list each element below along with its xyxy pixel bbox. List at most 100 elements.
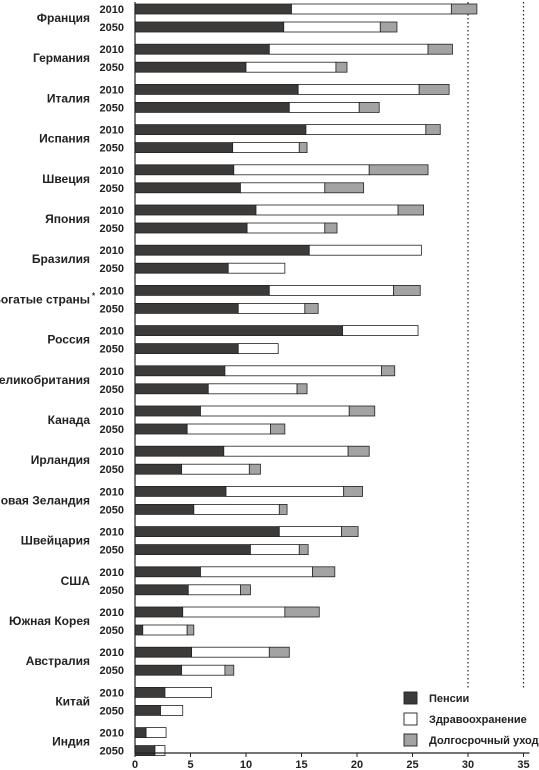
legend-swatch bbox=[403, 733, 418, 747]
bar-segment bbox=[233, 164, 370, 176]
year-label: 2010 bbox=[100, 44, 124, 56]
bar-segment bbox=[232, 142, 300, 154]
year-label: 2010 bbox=[100, 607, 124, 619]
grid-lines bbox=[467, 2, 525, 690]
legend-swatch bbox=[403, 691, 418, 705]
bar-segment bbox=[142, 624, 188, 636]
bar-segment bbox=[134, 84, 299, 95]
bar-segment bbox=[134, 606, 184, 618]
year-label: 2010 bbox=[100, 647, 124, 659]
bar-segment bbox=[207, 383, 298, 395]
bar-segment bbox=[237, 302, 306, 314]
bar-segment bbox=[335, 61, 348, 73]
bar-segment bbox=[134, 343, 239, 355]
bar-segment bbox=[250, 544, 300, 555]
country-label: США bbox=[61, 574, 91, 588]
bar-segment bbox=[283, 21, 381, 33]
legend-swatch bbox=[403, 712, 418, 726]
bar-segment bbox=[296, 383, 308, 395]
x-tick-label: 20 bbox=[351, 759, 363, 770]
bar-segment bbox=[154, 745, 166, 756]
year-label: 2050 bbox=[100, 223, 124, 235]
x-axis: 0 5 10 15 20 25 30 35 bbox=[132, 2, 530, 770]
bar-segment bbox=[324, 222, 338, 234]
bar-segment bbox=[134, 102, 290, 113]
bar-segment bbox=[308, 244, 422, 256]
bar-segment bbox=[200, 405, 350, 417]
bar-segment bbox=[134, 222, 248, 234]
country-label: Южная Корея bbox=[9, 614, 90, 628]
bar-segment bbox=[134, 584, 189, 596]
country-label: Бразилия bbox=[32, 252, 90, 266]
x-tick-label: 10 bbox=[240, 759, 252, 770]
x-tick-label: 25 bbox=[406, 759, 418, 770]
bar-segment bbox=[237, 343, 279, 355]
year-label: 2050 bbox=[100, 183, 124, 195]
bar-segment bbox=[134, 61, 247, 73]
bar-segment bbox=[379, 21, 398, 33]
bar-segment bbox=[278, 526, 342, 537]
bar-segment bbox=[134, 164, 235, 176]
year-label: 2050 bbox=[100, 303, 124, 315]
year-label: 2050 bbox=[100, 746, 124, 758]
bar-segment bbox=[348, 405, 376, 417]
year-label: 2050 bbox=[100, 102, 124, 114]
bar-segment bbox=[134, 566, 201, 578]
year-label: 2010 bbox=[100, 125, 124, 137]
year-label: 2010 bbox=[100, 366, 124, 378]
bar-segment bbox=[245, 61, 337, 73]
bar-segment bbox=[134, 445, 225, 457]
bar-segment bbox=[134, 727, 147, 738]
country-label: Россия bbox=[47, 333, 90, 347]
bar-segment bbox=[134, 43, 270, 55]
bar-segment bbox=[278, 503, 288, 515]
year-label: 2050 bbox=[100, 464, 124, 476]
bar-segment bbox=[298, 142, 308, 154]
x-tick-label: 35 bbox=[517, 759, 529, 770]
bar-segment bbox=[134, 664, 183, 676]
bar-segment bbox=[224, 664, 235, 676]
bar-segment bbox=[381, 365, 396, 377]
year-label: 2010 bbox=[100, 486, 124, 498]
bar-segment bbox=[240, 584, 251, 596]
bar-segment bbox=[393, 284, 421, 296]
country-label: Китай bbox=[55, 694, 90, 708]
bar-segment bbox=[268, 43, 429, 55]
bar-segment bbox=[227, 262, 286, 274]
year-label: 2050 bbox=[100, 545, 124, 557]
bar-segment bbox=[193, 503, 280, 515]
bar-segment bbox=[134, 365, 226, 377]
year-label: 2050 bbox=[100, 344, 124, 356]
bar-segment bbox=[134, 745, 156, 756]
year-label: 2050 bbox=[100, 424, 124, 436]
country-label: Франция bbox=[37, 11, 90, 25]
year-label: 2010 bbox=[100, 326, 124, 338]
x-tick-label: 15 bbox=[295, 759, 307, 770]
bar-segment bbox=[343, 485, 363, 497]
year-label: 2010 bbox=[100, 446, 124, 458]
year-label: 2050 bbox=[100, 504, 124, 516]
bar-segment bbox=[246, 222, 326, 234]
country-label: Индия bbox=[52, 735, 90, 749]
year-label: 2050 bbox=[100, 705, 124, 717]
bar-segment bbox=[270, 423, 286, 435]
bar-segment bbox=[297, 84, 420, 95]
year-label: 2010 bbox=[100, 84, 124, 96]
bar-segment bbox=[134, 646, 193, 658]
bar-segment bbox=[134, 21, 285, 33]
bar-segment bbox=[134, 544, 251, 555]
bar-segment bbox=[182, 606, 286, 618]
year-label: 2050 bbox=[100, 263, 124, 275]
bar-segment bbox=[134, 705, 161, 716]
bar-segment bbox=[164, 687, 212, 698]
bar-segment bbox=[134, 687, 166, 698]
bar-segment bbox=[312, 566, 336, 578]
bar-segment bbox=[134, 142, 234, 154]
year-label: 2010 bbox=[100, 285, 124, 297]
bar-segment bbox=[342, 325, 419, 337]
year-label: 2010 bbox=[100, 165, 124, 177]
legend: Пенсии Здравоохранение Долгосрочный уход bbox=[403, 691, 539, 747]
year-label: 2010 bbox=[100, 527, 124, 539]
bar-segment bbox=[427, 43, 453, 55]
